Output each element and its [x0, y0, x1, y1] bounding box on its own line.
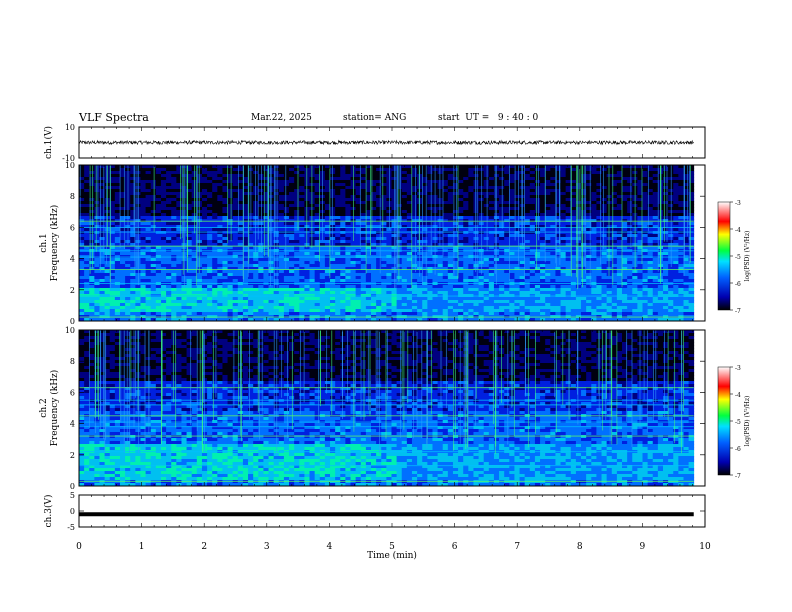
chart-title: VLF Spectra	[79, 111, 149, 124]
colorbar-tick-label: -5	[735, 419, 741, 426]
y-tick-label: 8	[70, 357, 75, 366]
y-tick-label: 6	[70, 223, 75, 232]
x-tick-label: 8	[577, 542, 583, 552]
y-tick-label: 5	[70, 491, 75, 500]
station-label: station= ANG	[343, 113, 407, 123]
x-tick-label: 1	[139, 542, 145, 552]
colorbar-tick-label: -4	[735, 392, 741, 399]
colorbar-tick-label: -3	[735, 365, 741, 372]
y-tick-label: 10	[65, 161, 75, 170]
y-tick-label: 8	[70, 192, 75, 201]
colorbar-tick-label: -6	[735, 446, 741, 453]
x-tick-label: 9	[640, 542, 646, 552]
colorbar-tick-label: -4	[735, 227, 741, 234]
x-tick-label: 3	[264, 542, 270, 552]
y-tick-label: 0	[70, 482, 75, 491]
y-tick-label: 0	[70, 317, 75, 326]
panel-frame	[78, 494, 706, 528]
date-label: Mar.22, 2025	[251, 113, 312, 123]
start-time-label: start UT = 9 : 40 : 0	[438, 113, 539, 123]
colorbar	[717, 366, 731, 476]
y-tick-label: 4	[70, 255, 75, 264]
colorbar-tick-label: -7	[735, 308, 741, 315]
y-tick-label: 2	[70, 451, 75, 460]
y-tick-label: -10	[62, 154, 75, 163]
y-tick-label: 10	[65, 326, 75, 335]
y-tick-label: 4	[70, 420, 75, 429]
colorbar-label: log(PSD) (V²/Hz)	[744, 231, 751, 282]
colorbar-tick-label: -5	[735, 254, 741, 261]
y-tick-label: 2	[70, 286, 75, 295]
colorbar	[717, 201, 731, 311]
x-tick-label: 5	[389, 542, 395, 552]
colorbar-tick-label: -6	[735, 281, 741, 288]
y-axis-label: Frequency (kHz)	[49, 370, 60, 447]
x-tick-label: 2	[201, 542, 207, 552]
colorbar-label: log(PSD) (V²/Hz)	[744, 396, 751, 447]
colorbar-tick-label: -7	[735, 473, 741, 480]
y-tick-label: 10	[65, 123, 75, 132]
colorbar-tick-label: -3	[735, 200, 741, 207]
y-axis-label: ch.1(V)	[43, 126, 54, 159]
y-axis-label: Frequency (kHz)	[49, 205, 60, 282]
spectrogram-image	[79, 165, 695, 322]
y-tick-label: 0	[70, 507, 75, 516]
y-tick-label: 6	[70, 388, 75, 397]
spectrogram-image	[79, 330, 695, 487]
x-tick-label: 6	[452, 542, 458, 552]
y-axis-label: ch.1	[39, 233, 49, 252]
ch1-trace	[78, 139, 694, 146]
x-tick-label: 0	[76, 542, 82, 552]
x-tick-label: 10	[699, 542, 711, 552]
x-tick-label: 7	[514, 542, 520, 552]
y-tick-label: -5	[67, 523, 75, 532]
y-axis-label: ch.2	[39, 398, 49, 417]
x-axis-label: Time (min)	[367, 550, 417, 561]
y-axis-label: ch.3(V)	[43, 495, 54, 528]
x-tick-label: 4	[327, 542, 333, 552]
